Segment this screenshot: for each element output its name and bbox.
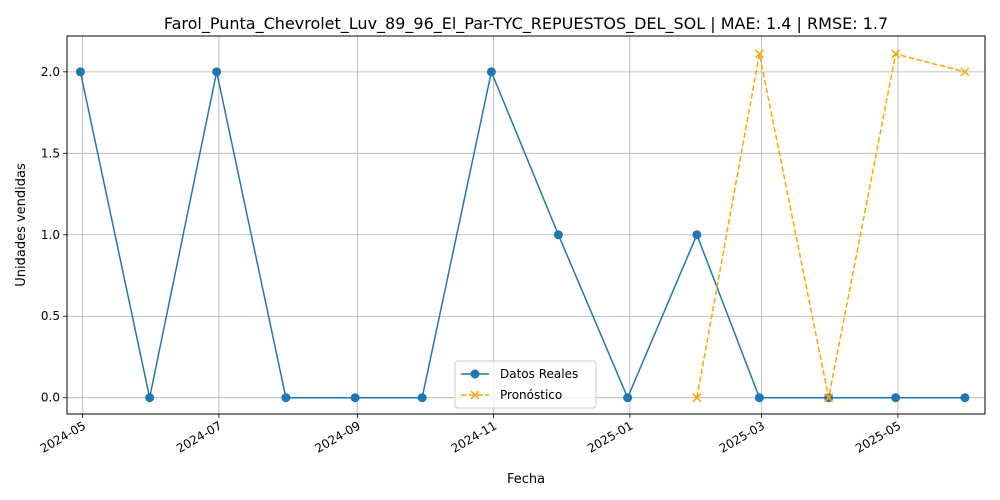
data-point-datos-reales	[754, 393, 764, 403]
data-point-datos-reales	[281, 393, 291, 403]
plot-frame	[66, 35, 986, 415]
legend-label-datos-reales: Datos Reales	[500, 367, 578, 381]
data-point-datos-reales	[350, 393, 360, 403]
data-point-pronostico	[891, 49, 901, 59]
data-point-datos-reales	[960, 393, 970, 403]
series-layer	[75, 49, 970, 403]
y-tick-label: 1.0	[41, 228, 60, 242]
y-tick-label: 2.0	[41, 65, 60, 79]
data-point-pronostico	[824, 393, 834, 403]
data-point-datos-reales	[75, 67, 85, 77]
data-point-datos-reales	[486, 67, 496, 77]
y-axis-label: Unidades vendidas	[14, 163, 29, 287]
series-datos-reales	[75, 67, 970, 403]
data-point-datos-reales	[623, 393, 633, 403]
data-point-datos-reales	[553, 230, 563, 240]
y-axis: 0.0 0.5 1.0 1.5 2.0	[41, 65, 67, 405]
legend-marker-datos-reales	[470, 369, 480, 379]
series-line-datos-reales	[79, 69, 965, 400]
series-pronostico	[692, 49, 970, 403]
legend-marker-pronostico	[470, 390, 480, 400]
y-tick-label: 0.5	[41, 309, 60, 323]
legend: Datos Reales Pronóstico	[454, 360, 597, 409]
y-tick-label: 1.5	[41, 146, 60, 160]
data-point-datos-reales	[891, 393, 901, 403]
y-tick-label: 0.0	[41, 391, 60, 405]
data-point-datos-reales	[145, 393, 155, 403]
data-point-datos-reales	[692, 230, 702, 240]
chart-title: Farol_Punta_Chevrolet_Luv_89_96_El_Par-T…	[164, 14, 888, 34]
legend-box	[454, 360, 597, 409]
data-point-datos-reales	[212, 67, 222, 77]
data-point-pronostico	[692, 393, 702, 403]
legend-label-pronostico: Pronóstico	[500, 388, 562, 402]
data-point-datos-reales	[417, 393, 427, 403]
data-point-pronostico	[754, 49, 764, 59]
data-point-pronostico	[960, 67, 970, 77]
x-axis-label: Fecha	[507, 472, 545, 487]
